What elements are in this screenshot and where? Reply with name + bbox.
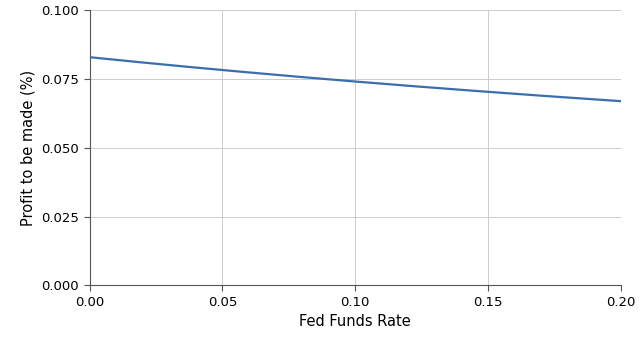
Y-axis label: Profit to be made (%): Profit to be made (%) xyxy=(20,70,36,226)
X-axis label: Fed Funds Rate: Fed Funds Rate xyxy=(300,314,411,329)
